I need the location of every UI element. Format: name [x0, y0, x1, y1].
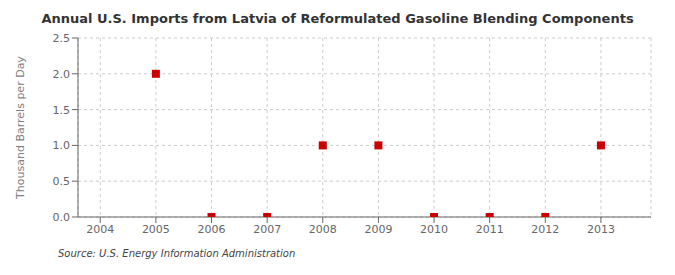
svg-text:2.0: 2.0	[53, 68, 71, 81]
svg-text:2012: 2012	[531, 223, 559, 236]
svg-text:2008: 2008	[309, 223, 337, 236]
svg-text:1.0: 1.0	[53, 139, 71, 152]
svg-text:Thousand Barrels per Day: Thousand Barrels per Day	[14, 56, 27, 200]
svg-text:1.5: 1.5	[53, 104, 71, 117]
svg-text:2005: 2005	[142, 223, 170, 236]
svg-text:2010: 2010	[420, 223, 448, 236]
svg-text:0.5: 0.5	[53, 175, 71, 188]
html-text:Source: U.S. Energy Informatio: Source: U.S. Energy Information Administ…	[58, 248, 296, 259]
svg-text:0.0: 0.0	[53, 211, 71, 224]
svg-text:2011: 2011	[476, 223, 504, 236]
svg-text:2007: 2007	[253, 223, 281, 236]
svg-text:2004: 2004	[86, 223, 114, 236]
html-text:Annual U.S. Imports from Latvi: Annual U.S. Imports from Latvia of Refor…	[41, 11, 634, 26]
svg-text:2013: 2013	[587, 223, 615, 236]
svg-text:2.5: 2.5	[53, 32, 71, 45]
svg-text:2009: 2009	[364, 223, 392, 236]
svg-text:2006: 2006	[198, 223, 226, 236]
